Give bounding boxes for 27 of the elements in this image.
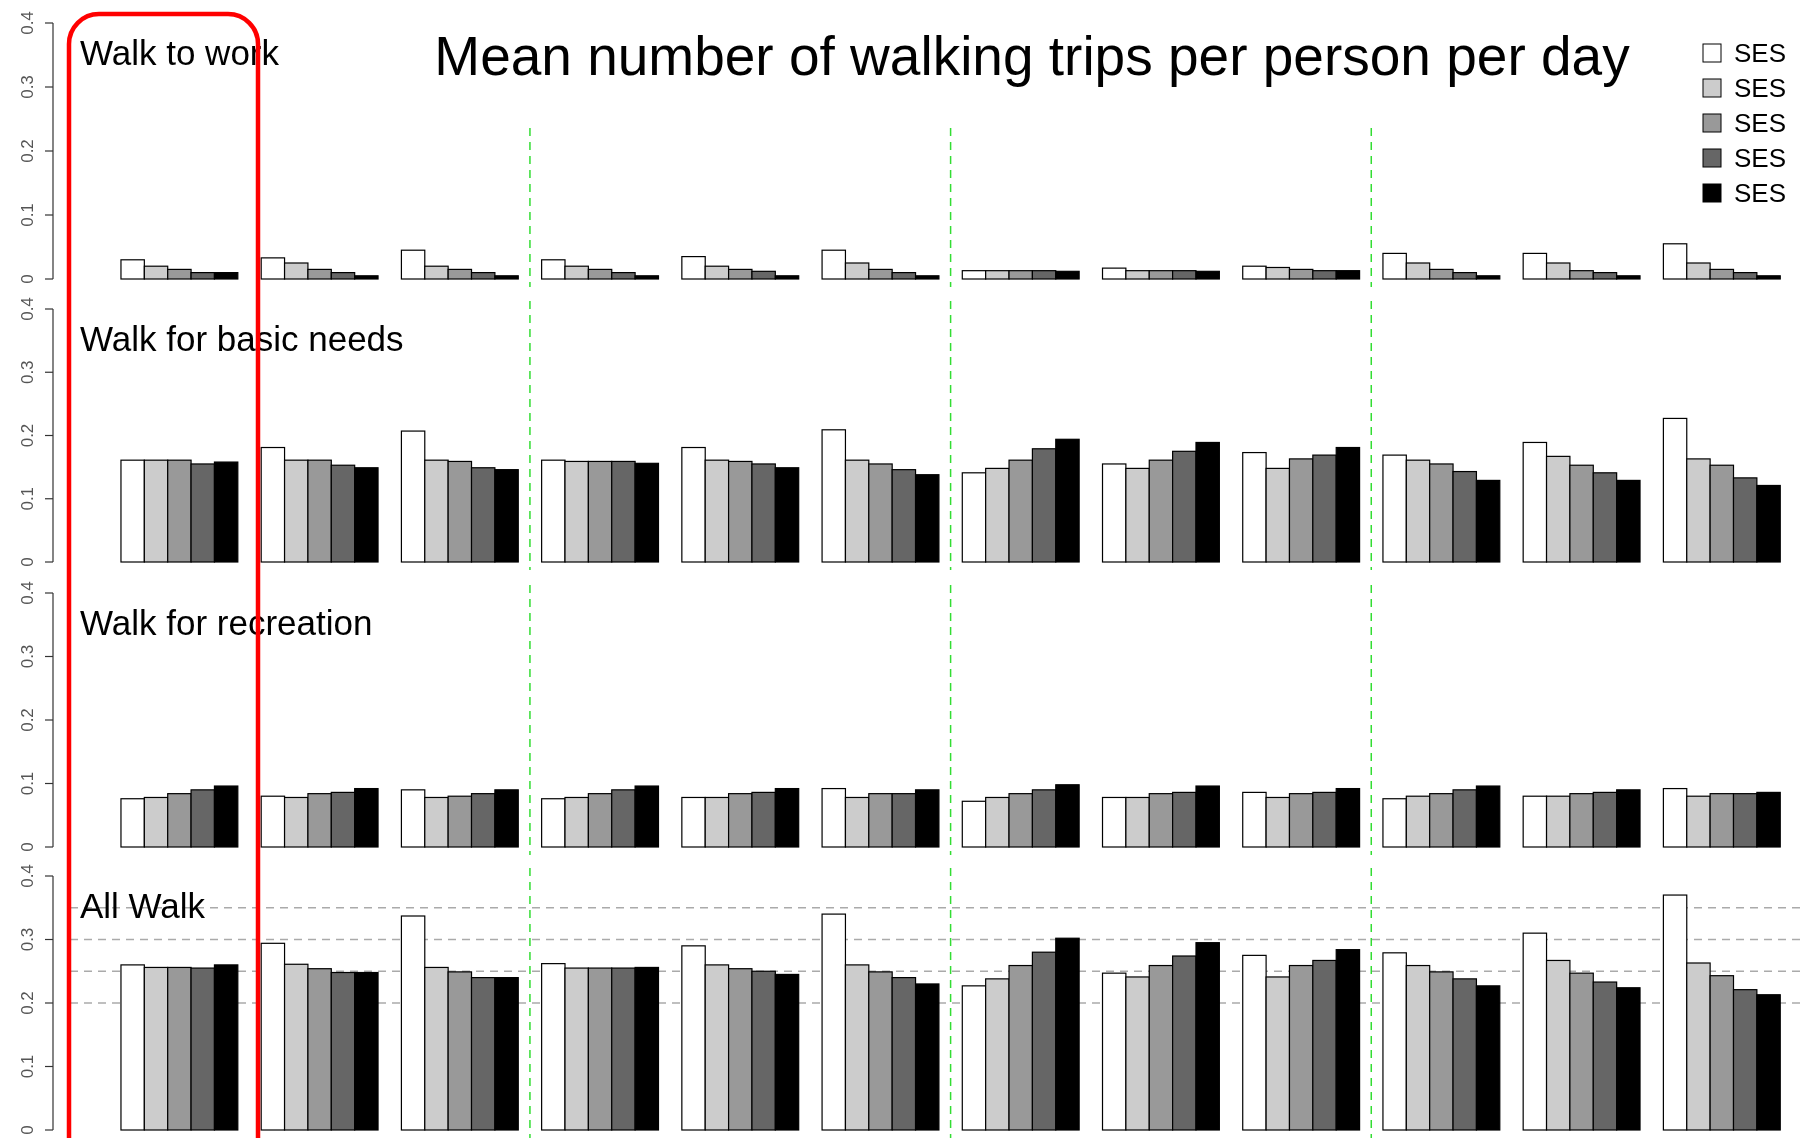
y-tick-label: 0.3 bbox=[17, 644, 37, 669]
legend-label: SES bbox=[1734, 178, 1787, 208]
y-tick-label: 0.1 bbox=[17, 486, 37, 511]
y-tick-label: 0.3 bbox=[17, 75, 37, 99]
chart-title: All Walk bbox=[80, 886, 206, 925]
y-tick-label: 0 bbox=[17, 842, 37, 852]
y-tick-label: 0 bbox=[17, 274, 37, 284]
y-tick-label: 0.4 bbox=[17, 864, 37, 888]
legend-label: SES bbox=[1734, 38, 1787, 68]
y-tick-label: 0 bbox=[17, 557, 37, 567]
y-tick-label: 0.2 bbox=[17, 139, 37, 163]
legend-label: SES bbox=[1734, 73, 1787, 103]
legend-label: SES bbox=[1734, 108, 1787, 138]
y-tick-label: 0.1 bbox=[17, 1054, 37, 1079]
y-tick-label: 0.4 bbox=[17, 11, 37, 35]
y-tick-label: 0.2 bbox=[17, 708, 37, 732]
y-tick-label: 0.4 bbox=[17, 297, 37, 321]
annotation: Mean number of walking trips per person per day bbox=[434, 25, 1631, 87]
legend-label: SES bbox=[1734, 143, 1787, 173]
y-tick-label: 0.4 bbox=[17, 581, 37, 605]
y-tick-label: 0.1 bbox=[17, 203, 37, 227]
y-tick-label: 0 bbox=[17, 1125, 37, 1135]
y-tick-label: 0.3 bbox=[17, 360, 37, 385]
y-tick-label: 0.2 bbox=[17, 991, 37, 1015]
y-tick-label: 0.2 bbox=[17, 423, 37, 448]
y-tick-label: 0.1 bbox=[17, 771, 37, 796]
y-tick-label: 0.3 bbox=[17, 927, 37, 952]
